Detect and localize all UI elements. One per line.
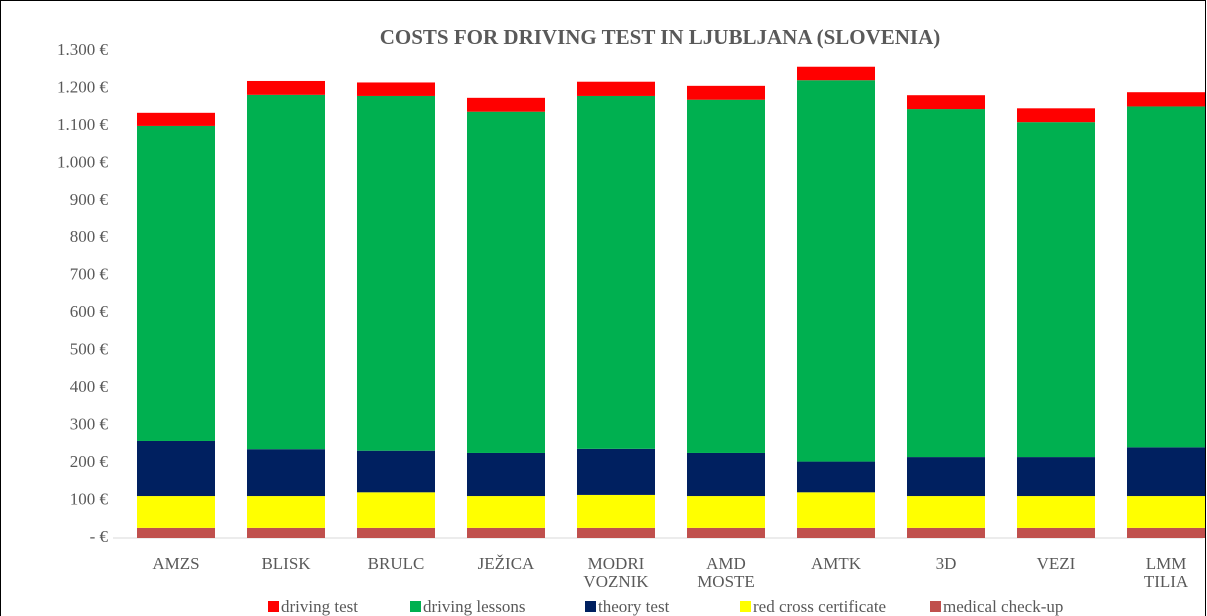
bar-segment	[907, 496, 985, 528]
bar-segment	[797, 527, 875, 538]
bar-segment	[247, 80, 325, 95]
y-tick-label: 600 €	[70, 302, 109, 321]
bar-segment	[247, 94, 325, 450]
y-tick-label: - €	[90, 527, 109, 546]
y-tick-label: 1.200 €	[57, 77, 109, 96]
legend-swatch	[410, 601, 421, 612]
bar-segment	[467, 111, 545, 453]
legend-label: driving test	[281, 597, 358, 616]
x-tick-label: BRULC	[367, 554, 425, 573]
bar-segment	[577, 494, 655, 528]
bar-segment	[357, 527, 435, 538]
bar-segment	[907, 527, 985, 538]
legend-swatch	[930, 601, 941, 612]
bar-segment	[247, 527, 325, 538]
bar-segment	[797, 66, 875, 81]
bar-segment	[467, 527, 545, 538]
bar-segment	[577, 95, 655, 449]
bar-segment	[577, 81, 655, 96]
bar-segment	[1017, 527, 1095, 538]
legend-swatch	[268, 601, 279, 612]
x-tick-label: 3D	[935, 554, 957, 573]
y-tick-label: 500 €	[70, 340, 109, 359]
y-tick-label: 400 €	[70, 377, 109, 396]
legend-swatch	[740, 601, 751, 612]
legend-swatch	[585, 601, 596, 612]
x-tick-label: AMZS	[152, 554, 200, 573]
bar-segment	[797, 492, 875, 528]
bar-segment	[137, 527, 215, 538]
chart-title: COSTS FOR DRIVING TEST IN LJUBLJANA (SLO…	[380, 25, 941, 49]
x-tick-label: AMTK	[810, 554, 862, 573]
bar-segment	[1127, 92, 1205, 107]
bar-segment	[357, 95, 435, 451]
bar-segment	[1017, 108, 1095, 123]
x-tick-label: VEZI	[1036, 554, 1076, 573]
bar-segment	[1017, 457, 1095, 497]
bar-segment	[687, 452, 765, 497]
legend-label: driving lessons	[423, 597, 525, 616]
bar-segment	[137, 440, 215, 497]
x-tick-label: AMD MOSTE	[697, 554, 755, 591]
bar-segment	[467, 97, 545, 112]
bar-segment	[467, 496, 545, 528]
bar-segment	[1017, 496, 1095, 528]
bar-segment	[797, 80, 875, 462]
y-tick-label: 1.300 €	[57, 40, 109, 59]
bar-segment	[357, 450, 435, 493]
bar-segment	[247, 449, 325, 497]
bar-segment	[687, 496, 765, 528]
y-tick-label: 200 €	[70, 452, 109, 471]
bar-segment	[687, 99, 765, 453]
legend-label: red cross certificate	[753, 597, 886, 616]
bar-segment	[687, 85, 765, 100]
bar-segment	[687, 527, 765, 538]
y-tick-label: 1.100 €	[57, 115, 109, 134]
y-tick-label: 700 €	[70, 265, 109, 284]
bar-segment	[137, 125, 215, 441]
bar-segment	[1127, 527, 1205, 538]
bar-segment	[137, 112, 215, 126]
bar-segment	[1127, 447, 1205, 497]
y-tick-label: 900 €	[70, 190, 109, 209]
bar-segment	[577, 527, 655, 538]
bar-segment	[1127, 106, 1205, 448]
bar-segment	[907, 457, 985, 497]
bar-segment	[907, 95, 985, 110]
bar-segment	[1017, 122, 1095, 458]
bar-segment	[357, 492, 435, 528]
bar-segment	[357, 82, 435, 96]
y-tick-label: 800 €	[70, 227, 109, 246]
bar-segment	[797, 461, 875, 493]
bar-segment	[467, 452, 545, 497]
legend-label: medical check-up	[943, 597, 1063, 616]
bar-segment	[247, 496, 325, 528]
x-tick-label: JEŽICA	[477, 554, 535, 573]
y-tick-label: 300 €	[70, 415, 109, 434]
x-tick-label: MODRI VOZNIK	[583, 554, 649, 591]
bar-segment	[137, 496, 215, 528]
legend-label: theory test	[598, 597, 670, 616]
bar-segment	[907, 109, 985, 458]
bar-segment	[1127, 496, 1205, 528]
bar-segment	[577, 448, 655, 495]
x-tick-label: LMM TILIA	[1143, 554, 1189, 591]
y-tick-label: 100 €	[70, 489, 109, 508]
x-tick-label: BLISK	[261, 554, 311, 573]
y-tick-label: 1.000 €	[57, 152, 109, 171]
